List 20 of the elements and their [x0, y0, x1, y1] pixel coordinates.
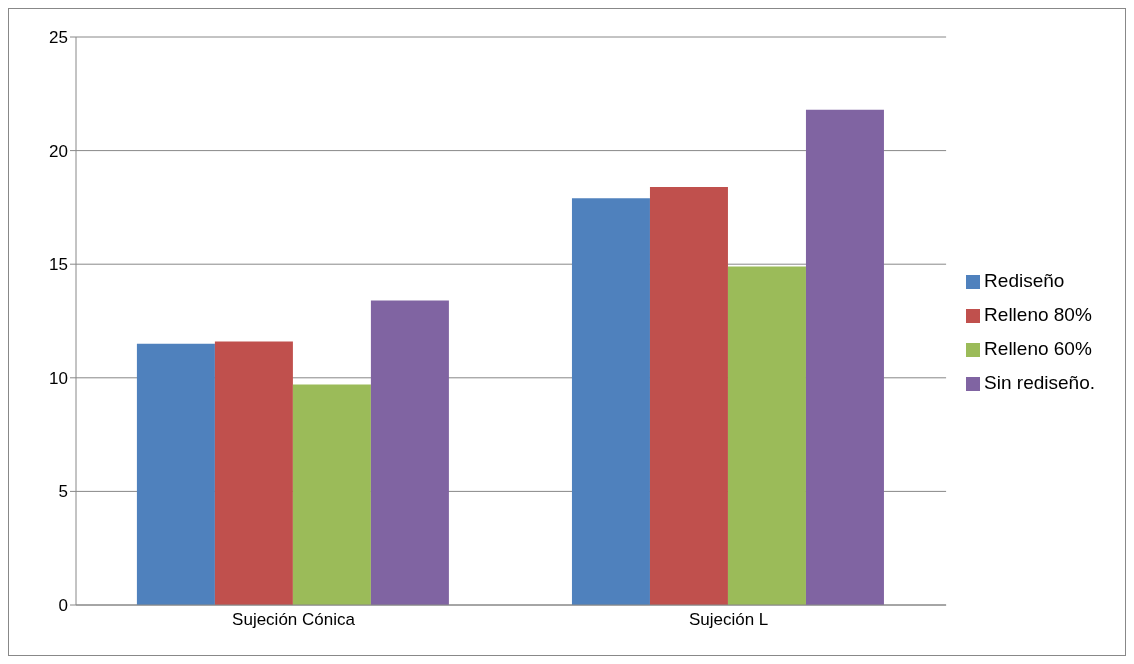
y-tick-label: 10: [49, 368, 68, 388]
bar: [136, 343, 215, 605]
legend-label: Sin rediseño.: [984, 372, 1095, 393]
bar: [805, 109, 884, 605]
bar: [727, 266, 806, 605]
bar: [292, 384, 371, 605]
y-tick-label: 25: [49, 28, 68, 48]
legend-label: Relleno 60%: [984, 338, 1092, 359]
x-tick-label: Sujeción L: [688, 610, 769, 630]
y-tick-label: 0: [58, 596, 68, 616]
y-tick-label: 5: [58, 482, 68, 502]
bar: [571, 198, 650, 605]
bar: [370, 300, 449, 605]
bar: [649, 186, 728, 605]
bar: [214, 341, 293, 605]
y-tick-label: 15: [49, 255, 68, 275]
y-tick-label: 20: [49, 141, 68, 161]
legend-label: Relleno 80%: [984, 304, 1092, 325]
x-tick-label: Sujeción Cónica: [232, 610, 356, 630]
legend-label: Rediseño: [984, 270, 1065, 291]
